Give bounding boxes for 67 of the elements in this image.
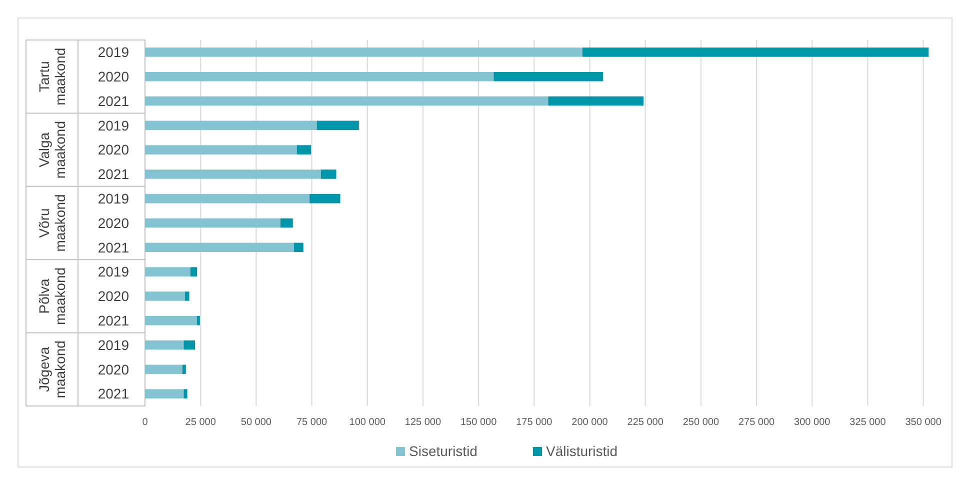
x-tick-label: 225 000 xyxy=(627,417,664,428)
bar xyxy=(145,340,184,350)
text: Tartu maakond xyxy=(36,48,68,106)
bar xyxy=(145,194,310,204)
text: Võru maakond xyxy=(36,194,68,252)
bar xyxy=(582,48,929,57)
bar xyxy=(494,72,604,82)
x-tick-label: 325 000 xyxy=(850,417,886,428)
x-tick-label: 300 000 xyxy=(794,417,831,428)
bar xyxy=(145,120,317,130)
bar xyxy=(296,145,312,154)
x-tick-label: 100 000 xyxy=(349,417,386,428)
bar xyxy=(316,120,359,130)
y-tick-label: 2020 xyxy=(98,142,130,158)
bar xyxy=(145,170,321,179)
bar xyxy=(280,218,293,228)
bar xyxy=(145,364,182,374)
x-tick-label: 175 000 xyxy=(516,417,553,428)
x-tick-label: 50 000 xyxy=(240,417,272,428)
y-tick-label: 2019 xyxy=(98,190,130,206)
x-tick-label: 0 xyxy=(142,417,148,428)
bar xyxy=(184,340,196,350)
bar xyxy=(145,242,294,252)
x-tick-label: 350 000 xyxy=(905,417,942,428)
y-tick-label: 2021 xyxy=(98,312,130,328)
bar xyxy=(548,96,644,106)
y-tick-label: 2019 xyxy=(98,336,130,353)
y-tick-label: 2020 xyxy=(98,288,130,304)
bar xyxy=(197,316,200,326)
bar xyxy=(145,316,198,326)
bar xyxy=(145,72,494,82)
legend-label: Välisturistid xyxy=(546,443,618,459)
y-tick-label: 2020 xyxy=(98,68,130,84)
bar xyxy=(182,364,186,374)
y-tick-label: 2021 xyxy=(98,386,130,402)
bar xyxy=(145,267,190,276)
text: Jõgeva maakond xyxy=(36,340,68,398)
x-tick-label: 250 000 xyxy=(682,417,720,428)
y-tick-label: 2021 xyxy=(98,166,130,182)
x-tick-label: 75 000 xyxy=(296,417,328,428)
x-tick-label: 25 000 xyxy=(185,417,216,428)
y-tick-label: 2021 xyxy=(98,239,130,256)
y-tick-label: 2019 xyxy=(98,264,130,280)
legend-label: Siseturistid xyxy=(409,443,478,459)
bar xyxy=(145,145,297,154)
bar xyxy=(145,96,548,106)
bar xyxy=(310,194,340,204)
text: Põlva maakond xyxy=(36,267,68,325)
bar xyxy=(145,48,582,57)
bar xyxy=(145,218,280,228)
bar xyxy=(294,242,304,252)
x-tick-label: 150 000 xyxy=(460,417,498,428)
y-tick-label: 2019 xyxy=(98,117,130,134)
bar xyxy=(320,170,336,179)
x-tick-label: 275 000 xyxy=(738,417,776,428)
text: Valga maakond xyxy=(36,121,68,179)
y-tick-label: 2021 xyxy=(98,92,130,109)
y-tick-label: 2020 xyxy=(98,361,130,378)
y-tick-label: 2019 xyxy=(98,44,130,60)
bar xyxy=(145,292,186,301)
bar xyxy=(184,389,188,398)
bar xyxy=(190,267,198,276)
x-tick-label: 125 000 xyxy=(404,417,442,428)
y-tick-label: 2020 xyxy=(98,214,130,231)
bar xyxy=(145,389,184,398)
x-tick-label: 200 000 xyxy=(572,417,608,428)
bar xyxy=(185,292,190,301)
